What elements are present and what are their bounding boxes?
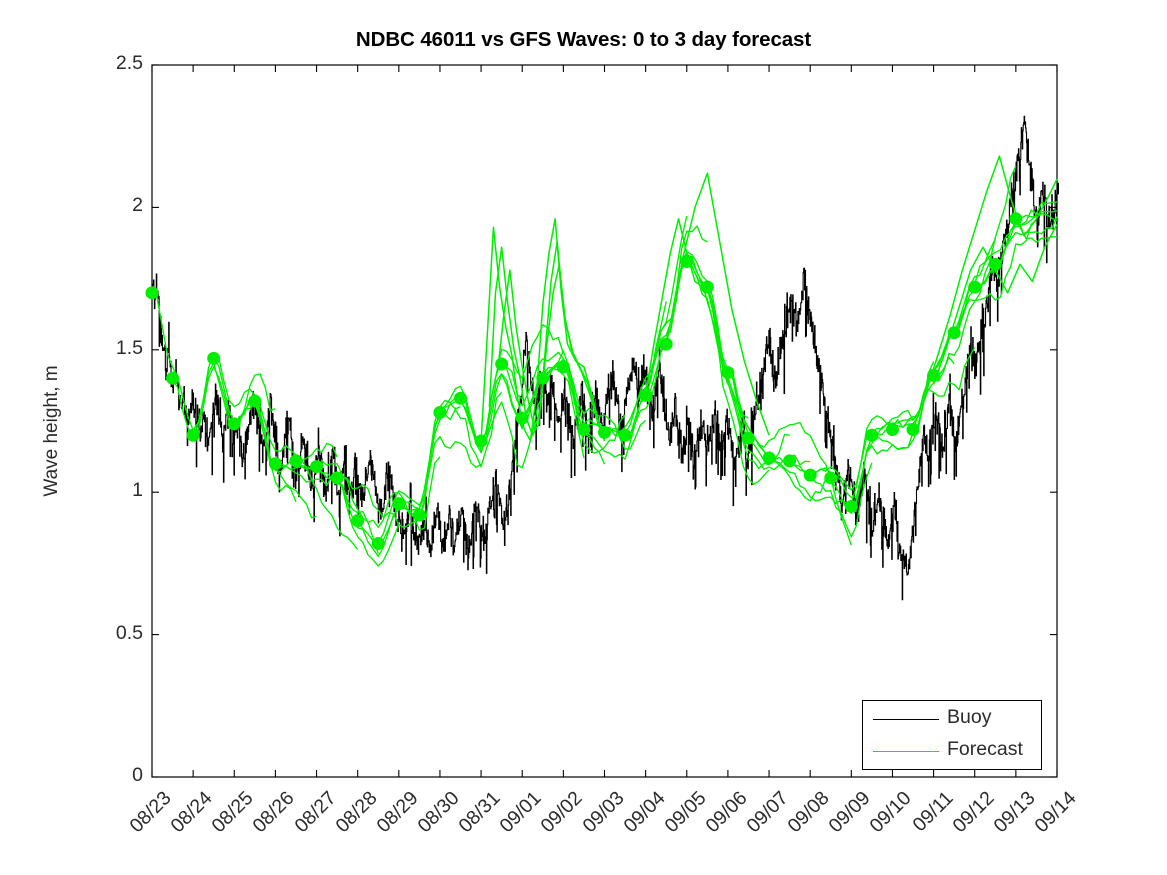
- forecast-marker: [166, 371, 180, 385]
- forecast-member: [669, 172, 770, 436]
- chart-title: NDBC 46011 vs GFS Waves: 0 to 3 day fore…: [355, 28, 812, 51]
- y-tick-label: 2.5: [115, 52, 143, 74]
- forecast-track: [953, 201, 1058, 334]
- forecast-marker: [947, 326, 961, 340]
- forecast-marker: [268, 457, 282, 471]
- forecast-marker: [783, 454, 797, 468]
- forecast-marker: [474, 434, 488, 448]
- forecast-marker: [577, 423, 591, 437]
- forecast-marker: [289, 454, 303, 468]
- forecast-marker: [412, 508, 426, 522]
- legend-label-forecast: Forecast: [947, 738, 1023, 760]
- forecast-marker: [803, 468, 817, 482]
- forecast-marker: [927, 368, 941, 382]
- axis-ticks: [151, 64, 1058, 778]
- forecast-member: [932, 224, 1058, 385]
- forecast-marker: [618, 428, 632, 442]
- forecast-marker: [680, 255, 694, 269]
- forecast-marker: [433, 405, 447, 419]
- forecast-track: [974, 216, 1058, 292]
- legend: Buoy Forecast: [862, 700, 1042, 770]
- forecast-marker: [639, 388, 653, 402]
- forecast-member: [496, 263, 606, 436]
- forecast-marker: [515, 411, 529, 425]
- forecast-marker: [371, 536, 385, 550]
- forecast-track: [789, 432, 914, 499]
- forecast-track: [459, 367, 585, 459]
- forecast-marker: [700, 280, 714, 294]
- forecast-series: [151, 155, 1058, 567]
- forecast-marker: [248, 394, 262, 408]
- buoy-line: [151, 115, 1059, 601]
- legend-item-forecast: Forecast: [863, 735, 1043, 768]
- forecast-marker: [145, 286, 159, 300]
- forecast-marker: [227, 417, 241, 431]
- forecast-marker: [556, 360, 570, 374]
- forecast-marker: [762, 451, 776, 465]
- forecast-marker: [495, 357, 509, 371]
- forecast-track: [994, 210, 1058, 268]
- forecast-marker: [721, 366, 735, 380]
- forecast-member: [912, 155, 1058, 430]
- legend-swatch-buoy: [873, 719, 939, 720]
- forecast-marker: [824, 471, 838, 485]
- legend-label-buoy: Buoy: [947, 706, 992, 728]
- forecast-marker: [968, 280, 982, 294]
- forecast-track: [1015, 213, 1058, 222]
- forecast-marker: [310, 460, 324, 474]
- forecast-marker: [186, 428, 200, 442]
- forecast-marker: [659, 337, 673, 351]
- forecast-marker: [351, 514, 365, 528]
- forecast-track: [768, 415, 893, 505]
- y-tick-label: 2: [132, 194, 143, 217]
- forecast-marker: [392, 497, 406, 511]
- forecast-marker: [330, 471, 344, 485]
- forecast-markers: [145, 212, 1023, 550]
- forecast-member: [480, 218, 606, 442]
- forecast-marker: [906, 423, 920, 437]
- forecast-marker: [1009, 212, 1023, 226]
- legend-item-buoy: Buoy: [863, 703, 1043, 736]
- y-tick-label: 1.5: [115, 336, 143, 359]
- legend-swatch-forecast: [873, 751, 939, 752]
- forecast-marker: [885, 423, 899, 437]
- y-tick-label: 0: [132, 764, 143, 786]
- forecast-marker: [207, 351, 221, 365]
- forecast-marker: [741, 431, 755, 445]
- forecast-marker: [844, 499, 858, 513]
- y-tick-label: 1: [132, 479, 143, 502]
- forecast-track: [398, 361, 523, 510]
- y-tick-label: 0.5: [115, 621, 143, 644]
- forecast-marker: [536, 371, 550, 385]
- forecast-marker: [865, 428, 879, 442]
- forecast-track: [912, 220, 1037, 434]
- forecast-marker: [454, 391, 468, 405]
- forecast-track: [604, 252, 729, 433]
- forecast-marker: [988, 257, 1002, 271]
- buoy-series: [151, 115, 1059, 601]
- forecast-marker: [598, 425, 611, 439]
